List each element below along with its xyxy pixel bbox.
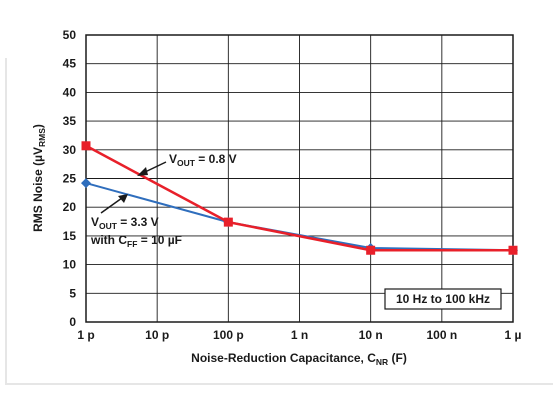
x-tick-label: 10 n bbox=[359, 328, 383, 342]
y-tick-label: 25 bbox=[63, 172, 77, 186]
y-tick-labels: 0 5 10 15 20 25 30 35 40 45 50 bbox=[63, 28, 77, 329]
red-annotation-arrowhead bbox=[137, 167, 148, 176]
x-tick-label: 10 p bbox=[145, 328, 169, 342]
x-tick-label: 100 n bbox=[426, 328, 457, 342]
x-tick-labels: 1 p 10 p 100 p 1 n 10 n 100 n 1 µ bbox=[77, 328, 521, 342]
x-axis-title: Noise-Reduction Capacitance, CNR (F) bbox=[191, 351, 407, 367]
series-0-point bbox=[81, 178, 91, 189]
x-tick-label: 100 p bbox=[213, 328, 244, 342]
blue-series-annotation-line1: VOUT = 3.3 V bbox=[91, 215, 159, 231]
annotation-arrows bbox=[100, 161, 167, 214]
x-tick-label: 1 µ bbox=[505, 328, 522, 342]
x-tick-label: 1 n bbox=[291, 328, 308, 342]
y-tick-label: 0 bbox=[69, 315, 76, 329]
red-series-annotation: VOUT = 0.8 V bbox=[169, 152, 237, 168]
y-tick-label: 20 bbox=[63, 200, 77, 214]
y-tick-label: 45 bbox=[63, 57, 77, 71]
series-1-point bbox=[223, 217, 233, 227]
figure-frame-left bbox=[5, 58, 7, 385]
y-tick-label: 10 bbox=[63, 258, 77, 272]
y-tick-label: 30 bbox=[63, 143, 77, 157]
series-layer bbox=[81, 141, 518, 256]
series-1-point bbox=[366, 245, 376, 255]
y-tick-label: 35 bbox=[63, 114, 77, 128]
y-tick-label: 40 bbox=[63, 85, 77, 99]
y-axis-title: RMS Noise (µVRMS) bbox=[31, 124, 47, 232]
series-1-point bbox=[508, 245, 518, 255]
blue-series-annotation-line2: with CFF = 10 µF bbox=[90, 233, 182, 249]
blue-annotation-arrow bbox=[100, 197, 123, 214]
blue-annotation-arrowhead bbox=[118, 194, 128, 203]
y-tick-label: 50 bbox=[63, 28, 77, 42]
figure-frame-bottom bbox=[5, 383, 553, 385]
series-1-point bbox=[81, 141, 91, 151]
y-tick-label: 15 bbox=[63, 229, 77, 243]
series-line-1 bbox=[85, 144, 513, 252]
y-tick-label: 5 bbox=[69, 286, 76, 300]
range-box bbox=[384, 288, 502, 310]
x-tick-label: 1 p bbox=[77, 328, 94, 342]
range-box-label: 10 Hz to 100 kHz bbox=[396, 292, 490, 306]
